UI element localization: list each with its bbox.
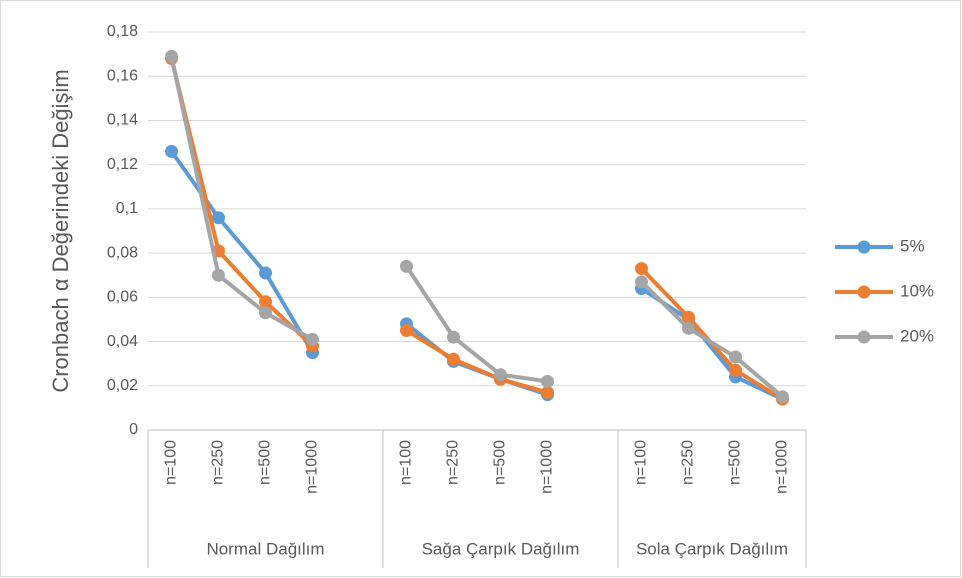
y-tick-label: 0,1: [116, 200, 138, 217]
y-tick-label: 0,02: [107, 377, 138, 394]
legend-marker: [857, 285, 871, 299]
marker: [635, 275, 648, 289]
legend-marker: [857, 240, 871, 254]
legend-label: 10%: [900, 281, 934, 300]
marker: [259, 295, 272, 309]
y-tick-label: 0,18: [107, 23, 138, 40]
marker: [541, 374, 554, 388]
series-line: [169, 54, 785, 399]
x-tick-label: n=500: [727, 440, 744, 485]
y-tick-label: 0,08: [107, 244, 138, 261]
marker: [259, 266, 272, 280]
y-tick-label: 0,04: [107, 333, 138, 350]
marker: [729, 350, 742, 364]
y-tick-label: 0,06: [107, 289, 138, 306]
group-label: Sağa Çarpık Dağılım: [422, 539, 580, 558]
y-tick-label: 0,12: [107, 156, 138, 173]
marker: [541, 385, 554, 399]
marker: [212, 268, 225, 282]
marker: [635, 262, 648, 276]
marker: [165, 144, 178, 158]
marker: [259, 306, 272, 320]
marker: [729, 363, 742, 377]
x-tick-label: n=500: [257, 440, 274, 485]
marker: [447, 330, 460, 344]
legend-label: 20%: [900, 326, 934, 345]
y-tick-label: 0: [129, 421, 138, 438]
marker: [682, 310, 695, 324]
y-axis-title: Cronbach α Değerindeki Değişim: [48, 69, 73, 392]
x-tick-label: n=250: [680, 440, 697, 485]
marker: [400, 259, 413, 273]
marker: [776, 390, 789, 404]
x-tick-label: n=100: [163, 440, 180, 485]
x-tick-label: n=1000: [774, 440, 791, 494]
x-tick-label: n=1000: [304, 440, 321, 494]
x-tick-label: n=500: [492, 440, 509, 485]
x-tick-label: n=250: [445, 440, 462, 485]
group-label: Sola Çarpık Dağılım: [636, 539, 788, 558]
marker: [682, 321, 695, 335]
marker: [494, 368, 507, 382]
x-tick-label: n=250: [210, 440, 227, 485]
group-label: Normal Dağılım: [206, 539, 324, 558]
marker: [306, 332, 319, 346]
y-tick-label: 0,14: [107, 112, 138, 129]
x-tick-label: n=100: [633, 440, 650, 485]
marker: [400, 324, 413, 337]
legend-label: 5%: [900, 236, 925, 255]
x-tick-label: n=100: [398, 440, 415, 485]
marker: [212, 211, 225, 225]
y-tick-label: 0,16: [107, 67, 138, 84]
marker: [447, 352, 460, 366]
marker: [165, 49, 178, 63]
x-tick-label: n=1000: [539, 440, 556, 494]
legend-marker: [857, 330, 871, 344]
